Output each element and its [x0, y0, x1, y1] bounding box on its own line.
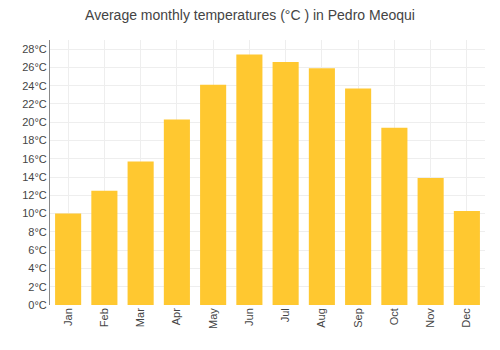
svg-text:18°C: 18°C	[22, 134, 47, 146]
svg-text:Average monthly temperatures (: Average monthly temperatures (°C ) in Pe…	[85, 7, 415, 23]
svg-text:Nov: Nov	[424, 308, 436, 328]
svg-text:Mar: Mar	[134, 308, 146, 327]
svg-text:Jan: Jan	[62, 308, 74, 326]
svg-text:14°C: 14°C	[22, 171, 47, 183]
svg-text:24°C: 24°C	[22, 80, 47, 92]
svg-text:2°C: 2°C	[28, 281, 47, 293]
svg-text:Jul: Jul	[279, 308, 291, 322]
svg-text:12°C: 12°C	[22, 189, 47, 201]
svg-text:May: May	[207, 308, 219, 329]
svg-text:Sep: Sep	[352, 308, 364, 328]
svg-text:16°C: 16°C	[22, 153, 47, 165]
svg-text:20°C: 20°C	[22, 116, 47, 128]
svg-text:10°C: 10°C	[22, 207, 47, 219]
svg-text:4°C: 4°C	[28, 262, 47, 274]
svg-text:Dec: Dec	[460, 308, 472, 328]
svg-text:Feb: Feb	[98, 308, 110, 327]
svg-text:Jun: Jun	[243, 308, 255, 326]
svg-text:Apr: Apr	[170, 308, 182, 325]
svg-text:0°C: 0°C	[28, 299, 47, 311]
svg-text:6°C: 6°C	[28, 244, 47, 256]
svg-text:Oct: Oct	[388, 308, 400, 325]
svg-text:28°C: 28°C	[22, 43, 47, 55]
svg-text:8°C: 8°C	[28, 226, 47, 238]
svg-text:26°C: 26°C	[22, 61, 47, 73]
svg-text:Aug: Aug	[315, 308, 327, 328]
svg-text:22°C: 22°C	[22, 98, 47, 110]
